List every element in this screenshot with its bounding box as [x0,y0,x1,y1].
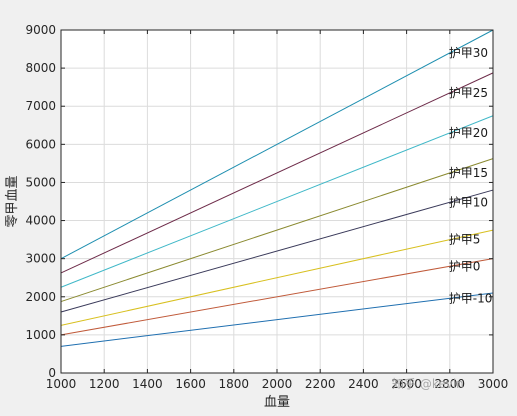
y-tick-label: 3000 [25,252,56,266]
series-line [60,158,494,303]
series-label: 护甲25 [449,86,488,100]
y-tick-label: 1000 [25,328,56,342]
y-tick-label: 2000 [25,290,56,304]
y-tick-label: 4000 [25,214,56,228]
watermark-text: 知乎 @kevin [392,377,464,391]
x-tick-label: 1800 [219,377,250,391]
series-line [60,115,494,288]
series-label: 护甲20 [449,126,488,140]
x-tick-label: 2200 [305,377,336,391]
ticks: 1000 1200 1400 1600 1800 2000 2200 2400 2600 2800… [25,23,508,391]
x-tick-label: 1200 [89,377,120,391]
series-line [60,29,494,260]
series-label: 护甲0 [449,259,481,273]
series-label: 护甲30 [449,46,488,60]
series-line [60,292,494,347]
x-tick-label: 2400 [348,377,379,391]
y-tick-label: 7000 [25,99,56,113]
series-line [60,258,494,336]
series-line [60,72,494,274]
x-tick-label: 3000 [478,377,509,391]
x-tick-label: 1400 [132,377,163,391]
x-tick-label: 1000 [46,377,77,391]
x-tick-label: 2800 [435,377,466,391]
x-axis-title: 血量 [264,395,290,410]
series-label: 护甲15 [449,166,488,180]
y-axis-title: 零甲血量 [5,175,20,227]
series-labels: 护甲30 护甲25 护甲20 护甲15 护甲10 护甲5 护甲0 护甲-10 [449,46,493,305]
y-tick-label: 0 [48,366,56,380]
y-tick-label: 6000 [25,137,56,151]
x-tick-label: 2600 [391,377,422,391]
series-label: 护甲-10 [449,291,493,305]
x-tick-label: 1600 [175,377,206,391]
y-tick-label: 8000 [25,61,56,75]
x-tick-label: 2000 [262,377,293,391]
series-label: 护甲5 [449,233,481,247]
series-lines [60,29,494,347]
series-line [60,229,494,326]
series-label: 护甲10 [449,195,488,209]
y-tick-label: 5000 [25,175,56,189]
y-tick-label: 9000 [25,23,56,37]
series-line [60,189,494,313]
